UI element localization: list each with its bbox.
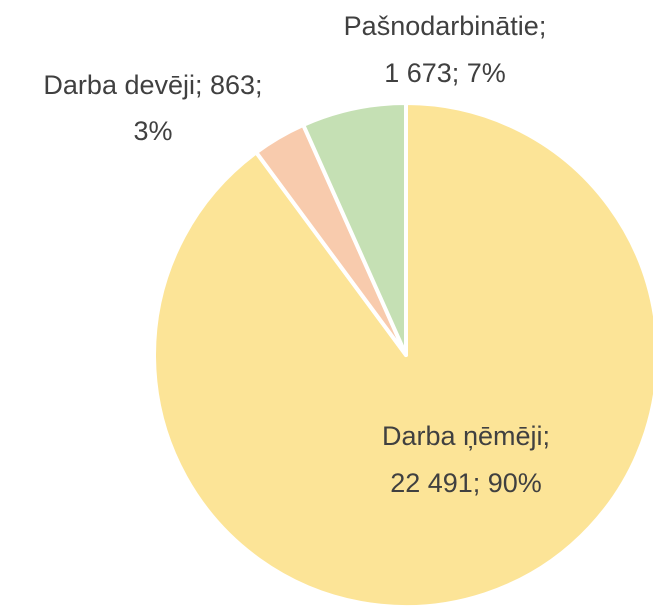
pie-slice xyxy=(301,101,408,357)
data-label: Darba devēji; 863; xyxy=(43,70,262,100)
pie-slice xyxy=(152,101,653,609)
data-label: 3% xyxy=(133,116,172,146)
data-label: 22 491; 90% xyxy=(390,468,542,498)
data-label: 1 673; 7% xyxy=(384,58,506,88)
data-label: Pašnodarbinātie; xyxy=(344,11,547,41)
data-label: Darba ņēmēji; xyxy=(382,421,550,451)
